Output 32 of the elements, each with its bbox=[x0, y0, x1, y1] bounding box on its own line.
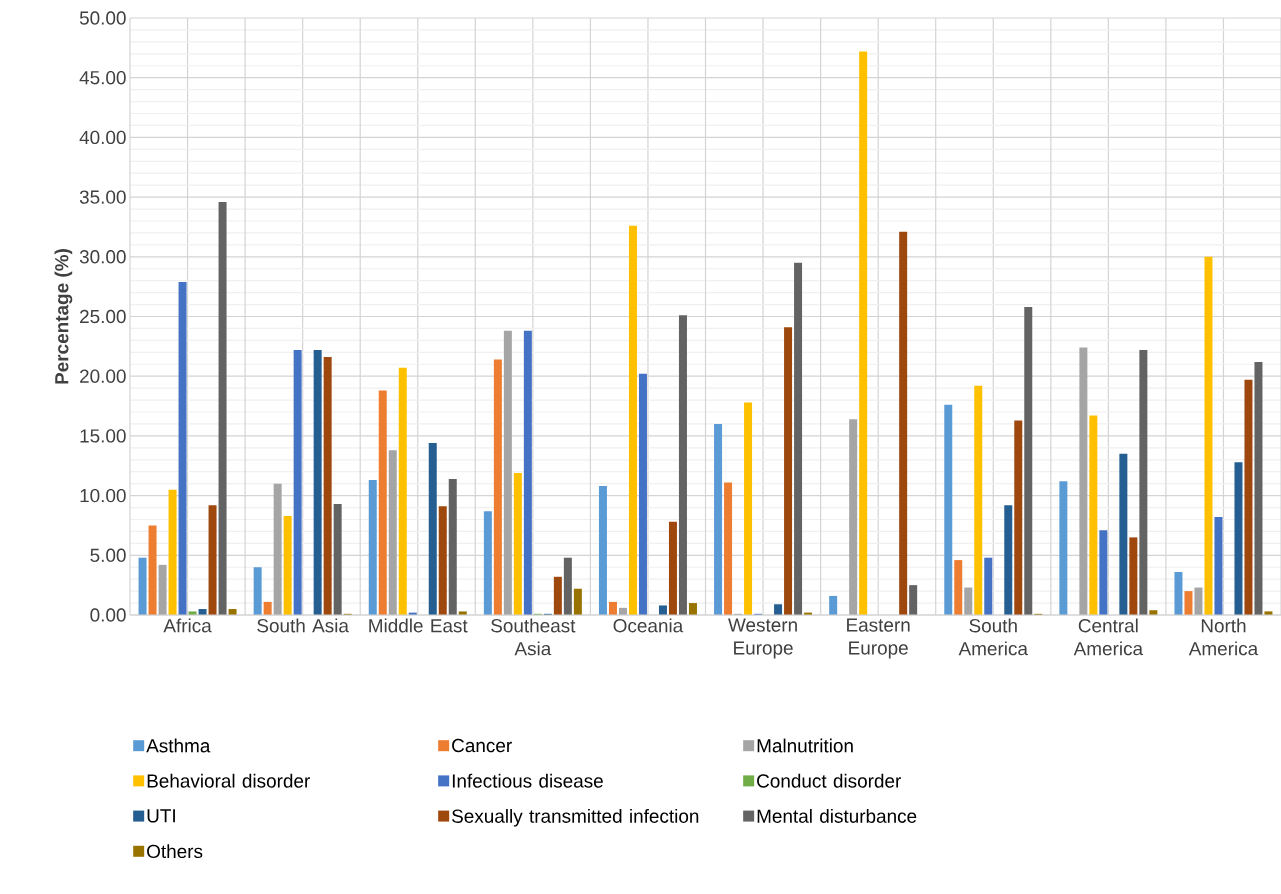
legend-label: Conduct disorder bbox=[757, 773, 901, 788]
x-tick-label: South Asia bbox=[257, 618, 349, 633]
y-tick-label: 45.00 bbox=[79, 71, 126, 85]
legend-label: Sexually transmitted infection bbox=[452, 808, 699, 827]
legend-label: Infectious disease bbox=[452, 773, 603, 788]
legend-label: Others bbox=[147, 844, 203, 859]
legend-label: UTI bbox=[147, 809, 175, 823]
y-tick-label: 50.00 bbox=[79, 11, 126, 25]
x-tick-label: North America bbox=[1188, 618, 1259, 656]
y-tick-label: 10.00 bbox=[80, 488, 126, 503]
y-tick-label: 15.00 bbox=[80, 429, 126, 443]
legend-label: Mental disturbance bbox=[757, 808, 917, 823]
legend-label: Behavioral disorder bbox=[147, 773, 310, 788]
y-tick-label: 20.00 bbox=[80, 369, 126, 383]
y-tick-label: 0.00 bbox=[90, 608, 126, 622]
legend-label: Cancer bbox=[452, 738, 512, 753]
legend-label: Asthma bbox=[146, 738, 211, 753]
x-tick-label: Western Europe bbox=[728, 618, 797, 659]
y-tick-label: 35.00 bbox=[79, 190, 126, 204]
y-axis-title: Percentage (%) bbox=[54, 249, 73, 384]
x-tick-label: Central America bbox=[1073, 618, 1144, 656]
x-tick-label: South America bbox=[958, 618, 1028, 656]
x-tick-label: Africa bbox=[163, 618, 212, 633]
x-tick-label: Southeast Asia bbox=[491, 618, 576, 656]
y-tick-label: 25.00 bbox=[80, 309, 126, 324]
x-tick-label: Oceania bbox=[613, 618, 684, 633]
y-tick-label: 5.00 bbox=[90, 548, 126, 563]
x-tick-label: Middle East bbox=[369, 618, 468, 633]
y-tick-label: 40.00 bbox=[79, 130, 126, 145]
y-tick-label: 30.00 bbox=[79, 250, 126, 264]
x-tick-label: Eastern Europe bbox=[847, 618, 910, 659]
legend-label: Malnutrition bbox=[757, 738, 853, 753]
